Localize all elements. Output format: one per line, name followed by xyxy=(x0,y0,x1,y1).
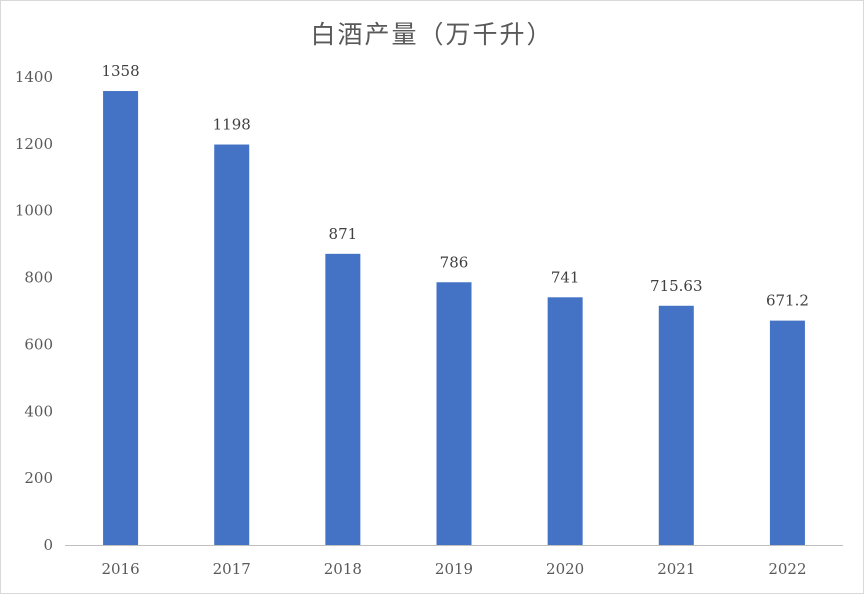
bars xyxy=(103,91,805,546)
y-tick-label: 400 xyxy=(24,402,53,420)
bar-2019 xyxy=(436,282,472,545)
data-label-2018: 871 xyxy=(329,225,358,243)
data-label-2021: 715.63 xyxy=(650,277,703,295)
data-labels: 1358 1198 871 786 741 715.63 671.2 xyxy=(101,62,808,310)
y-tick-label: 0 xyxy=(43,536,53,554)
bar-2017 xyxy=(214,144,250,546)
data-label-2022: 671.2 xyxy=(766,292,809,310)
x-tick-label-2017: 2017 xyxy=(213,560,251,578)
bar-2020 xyxy=(547,297,583,545)
y-tick-label: 1000 xyxy=(15,202,53,220)
x-axis-ticks: 2016 2017 2018 2019 2020 2021 2022 xyxy=(101,560,806,578)
x-tick-label-2018: 2018 xyxy=(324,560,362,578)
data-label-2019: 786 xyxy=(440,253,469,271)
x-tick-label-2020: 2020 xyxy=(546,560,584,578)
y-axis-ticks: 0 200 400 600 800 1000 1200 1400 xyxy=(15,68,53,554)
bar-2016 xyxy=(103,91,139,545)
y-tick-label: 1400 xyxy=(15,68,53,86)
x-tick-label-2019: 2019 xyxy=(435,560,473,578)
bar-2018 xyxy=(325,253,361,545)
x-tick-label-2021: 2021 xyxy=(657,560,695,578)
x-tick-label-2022: 2022 xyxy=(768,560,806,578)
y-tick-label: 800 xyxy=(24,269,53,287)
y-tick-label: 200 xyxy=(24,469,53,487)
bar-2021 xyxy=(658,305,694,545)
bar-2022 xyxy=(769,320,805,545)
chart-title: 白酒产量（万千升） xyxy=(310,20,554,49)
data-label-2016: 1358 xyxy=(101,62,139,80)
x-tick-label-2016: 2016 xyxy=(101,560,139,578)
y-tick-label: 600 xyxy=(24,335,53,353)
data-label-2017: 1198 xyxy=(213,116,251,134)
y-tick-label: 1200 xyxy=(15,135,53,153)
data-label-2020: 741 xyxy=(551,268,580,286)
